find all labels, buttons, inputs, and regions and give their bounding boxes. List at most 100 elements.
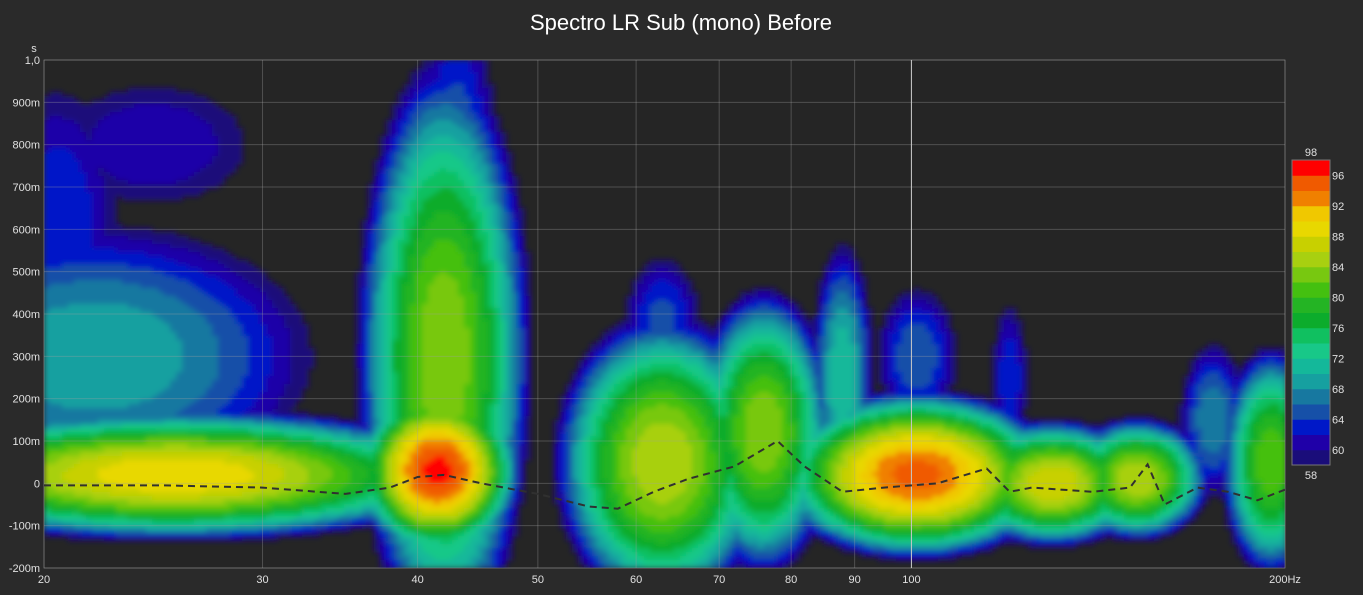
spectro-cell [704, 324, 711, 329]
spectro-cell [704, 356, 711, 361]
spectro-cell [410, 80, 417, 85]
spectro-cell [158, 96, 165, 101]
spectro-cell [662, 328, 669, 333]
spectro-cell [740, 324, 747, 329]
spectro-cell [668, 324, 675, 329]
spectro-cell [380, 324, 387, 329]
spectro-cell [62, 280, 69, 285]
spectro-cell [224, 128, 231, 133]
spectro-cell [776, 344, 783, 349]
spectro-cell [626, 352, 633, 357]
spectro-cell [44, 140, 51, 145]
spectro-cell [164, 168, 171, 173]
spectro-cell [62, 176, 69, 181]
spectro-cell [482, 252, 489, 257]
spectro-cell [518, 220, 525, 225]
spectro-cell [710, 336, 717, 341]
spectro-cell [176, 344, 183, 349]
spectro-cell [206, 300, 213, 305]
spectro-cell [80, 216, 87, 221]
spectro-cell [56, 348, 63, 353]
spectro-cell [92, 152, 99, 157]
spectro-cell [86, 140, 93, 145]
spectro-cell [440, 232, 447, 237]
spectro-cell [50, 228, 57, 233]
spectro-cell [134, 284, 141, 289]
spectro-cell [224, 124, 231, 129]
spectro-cell [188, 120, 195, 125]
spectro-cell [728, 336, 735, 341]
spectro-cell [122, 188, 129, 193]
spectro-cell [440, 324, 447, 329]
spectro-cell [218, 340, 225, 345]
spectro-cell [446, 64, 453, 69]
spectro-cell [86, 204, 93, 209]
spectro-cell [500, 200, 507, 205]
spectro-cell [98, 288, 105, 293]
spectro-cell [902, 328, 909, 333]
spectro-cell [416, 340, 423, 345]
spectro-cell [410, 200, 417, 205]
spectro-cell [614, 324, 621, 329]
spectro-cell [470, 60, 477, 65]
spectro-cell [524, 304, 531, 309]
spectro-cell [464, 264, 471, 269]
spectro-cell [110, 120, 117, 125]
spectro-cell [74, 176, 81, 181]
spectro-cell [74, 352, 81, 357]
spectro-cell [74, 188, 81, 193]
spectro-cell [392, 336, 399, 341]
spectro-cell [302, 344, 309, 349]
spectro-cell [152, 316, 159, 321]
spectro-cell [944, 320, 951, 325]
spectro-cell [500, 132, 507, 137]
spectro-cell [98, 220, 105, 225]
spectro-cell [74, 328, 81, 333]
spectro-cell [770, 332, 777, 337]
spectro-cell [836, 256, 843, 261]
spectro-cell [806, 344, 813, 349]
spectro-cell [200, 148, 207, 153]
spectro-cell [158, 124, 165, 129]
spectro-cell [512, 208, 519, 213]
spectro-cell [260, 292, 267, 297]
spectro-cell [152, 332, 159, 337]
spectro-cell [488, 312, 495, 317]
spectro-cell [890, 320, 897, 325]
spectro-cell [380, 300, 387, 305]
spectro-cell [164, 348, 171, 353]
spectro-cell [404, 240, 411, 245]
spectro-cell [854, 312, 861, 317]
spectro-cell [242, 304, 249, 309]
spectro-cell [56, 196, 63, 201]
spectro-cell [80, 244, 87, 249]
spectro-cell [50, 120, 57, 125]
spectro-cell [830, 280, 837, 285]
spectro-cell [680, 356, 687, 361]
spectro-cell [128, 156, 135, 161]
spectro-cell [194, 260, 201, 265]
spectro-cell [428, 272, 435, 277]
spectro-cell [458, 180, 465, 185]
spectro-cell [248, 304, 255, 309]
spectro-cell [212, 116, 219, 121]
spectro-cell [440, 152, 447, 157]
spectro-cell [86, 272, 93, 277]
spectro-cell [176, 236, 183, 241]
spectro-cell [92, 200, 99, 205]
spectro-cell [98, 272, 105, 277]
spectro-cell [440, 348, 447, 353]
spectro-cell [92, 140, 99, 145]
spectro-cell [830, 324, 837, 329]
spectro-cell [632, 288, 639, 293]
spectro-cell [386, 144, 393, 149]
spectro-cell [638, 284, 645, 289]
spectro-cell [476, 344, 483, 349]
spectro-cell [680, 272, 687, 277]
spectro-cell [110, 104, 117, 109]
spectro-cell [212, 352, 219, 357]
spectro-cell [854, 328, 861, 333]
spectro-cell [392, 160, 399, 165]
spectro-cell [410, 304, 417, 309]
spectro-cell [86, 288, 93, 293]
